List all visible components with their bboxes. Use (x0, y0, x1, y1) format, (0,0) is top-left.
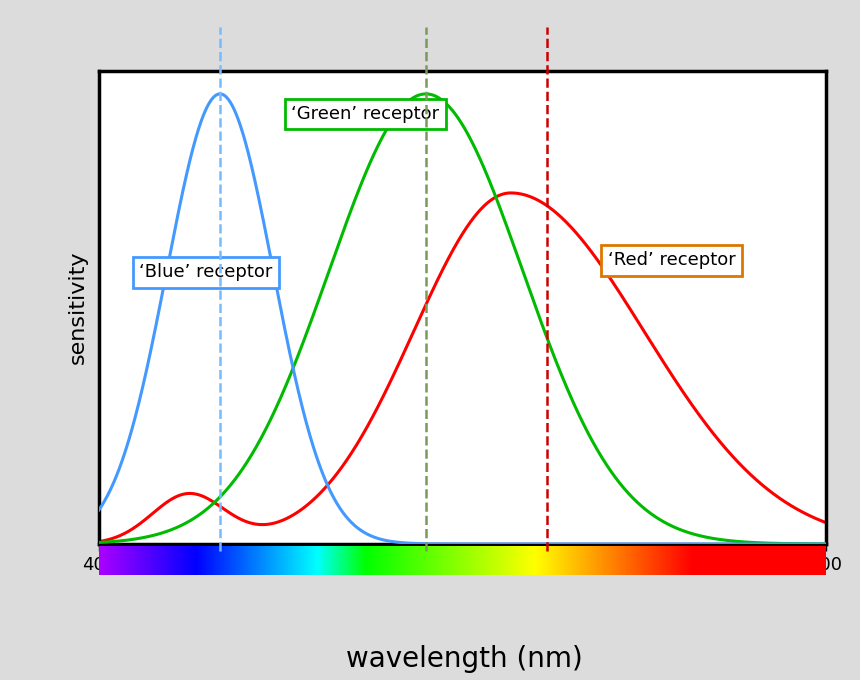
Text: ‘Red’ receptor: ‘Red’ receptor (607, 252, 735, 269)
Y-axis label: sensitivity: sensitivity (68, 251, 88, 364)
Text: ‘Blue’ receptor: ‘Blue’ receptor (138, 263, 273, 282)
Text: wavelength (nm): wavelength (nm) (346, 645, 583, 673)
Text: ‘Green’ receptor: ‘Green’ receptor (292, 105, 439, 123)
